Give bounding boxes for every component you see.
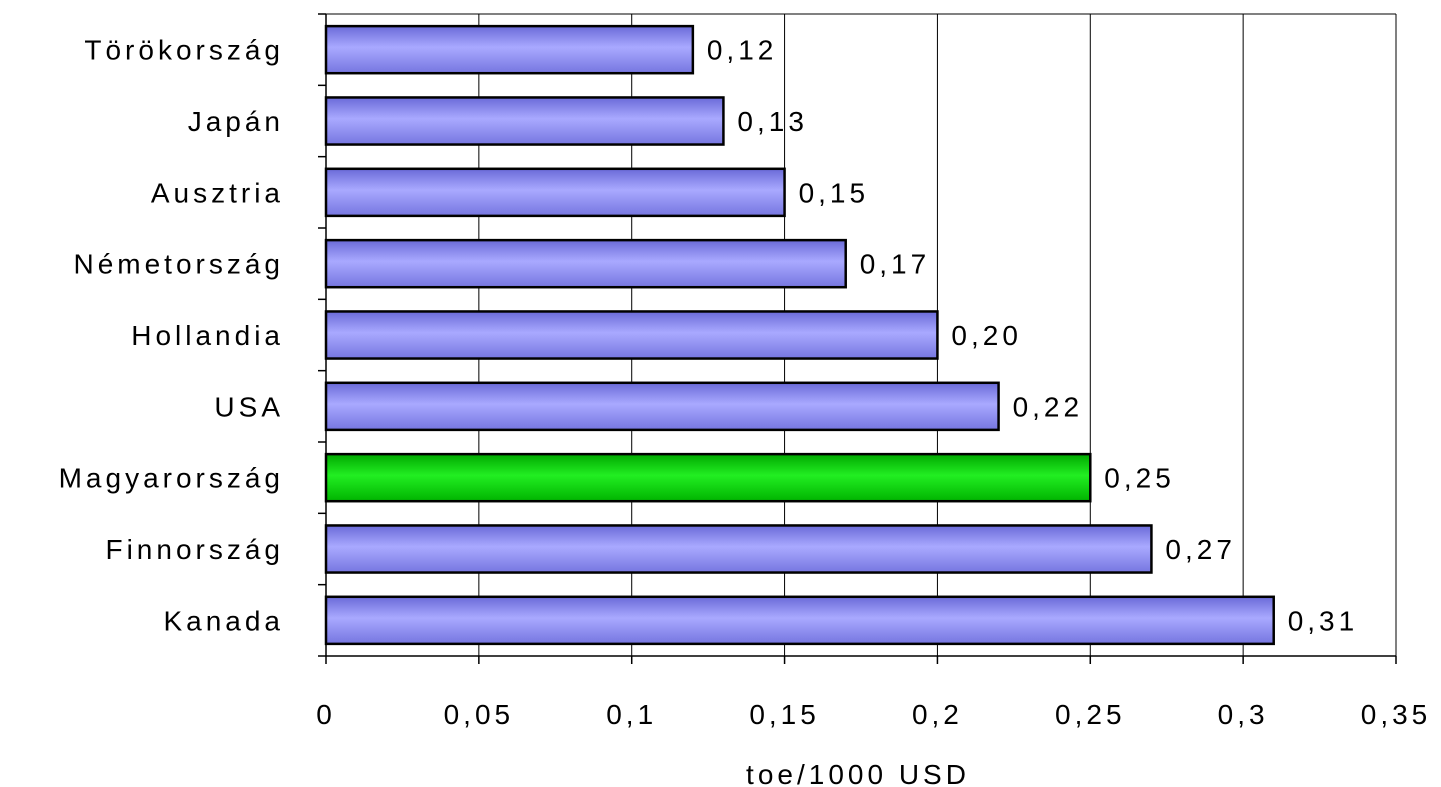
bar-highlight <box>326 454 1090 501</box>
bar <box>326 169 785 216</box>
data-label: 0,12 <box>707 35 778 66</box>
bar <box>326 240 846 287</box>
bar <box>326 597 1274 644</box>
x-tick-label: 0,1 <box>606 699 657 730</box>
data-label: 0,22 <box>1013 391 1084 422</box>
data-label: 0,31 <box>1288 605 1359 636</box>
data-label: 0,27 <box>1165 534 1236 565</box>
x-tick-label: 0,35 <box>1361 699 1432 730</box>
data-label: 0,20 <box>951 320 1022 351</box>
x-tick-label: 0,05 <box>444 699 515 730</box>
data-label: 0,17 <box>860 249 931 280</box>
category-label: Finnország <box>105 534 284 565</box>
x-axis-title: toe/1000 USD <box>746 759 970 787</box>
x-tick-label: 0,25 <box>1055 699 1126 730</box>
data-label: 0,25 <box>1104 463 1175 494</box>
bar <box>326 525 1151 572</box>
data-label: 0,15 <box>799 177 870 208</box>
category-label: Kanada <box>163 605 284 636</box>
category-label: Ausztria <box>151 177 284 208</box>
category-label: USA <box>214 391 284 422</box>
x-tick-label: 0,3 <box>1218 699 1269 730</box>
x-tick-label: 0,2 <box>912 699 963 730</box>
bar <box>326 26 693 73</box>
category-label: Japán <box>188 106 284 137</box>
x-tick-label: 0 <box>316 699 336 730</box>
x-tick-label: 0,15 <box>749 699 820 730</box>
category-label: Törökország <box>84 35 284 66</box>
bar <box>326 97 723 144</box>
category-label: Hollandia <box>131 320 284 351</box>
bar <box>326 383 999 430</box>
category-label: Magyarország <box>59 463 284 494</box>
bar <box>326 311 937 358</box>
data-label: 0,13 <box>737 106 808 137</box>
category-label: Németország <box>73 249 284 280</box>
